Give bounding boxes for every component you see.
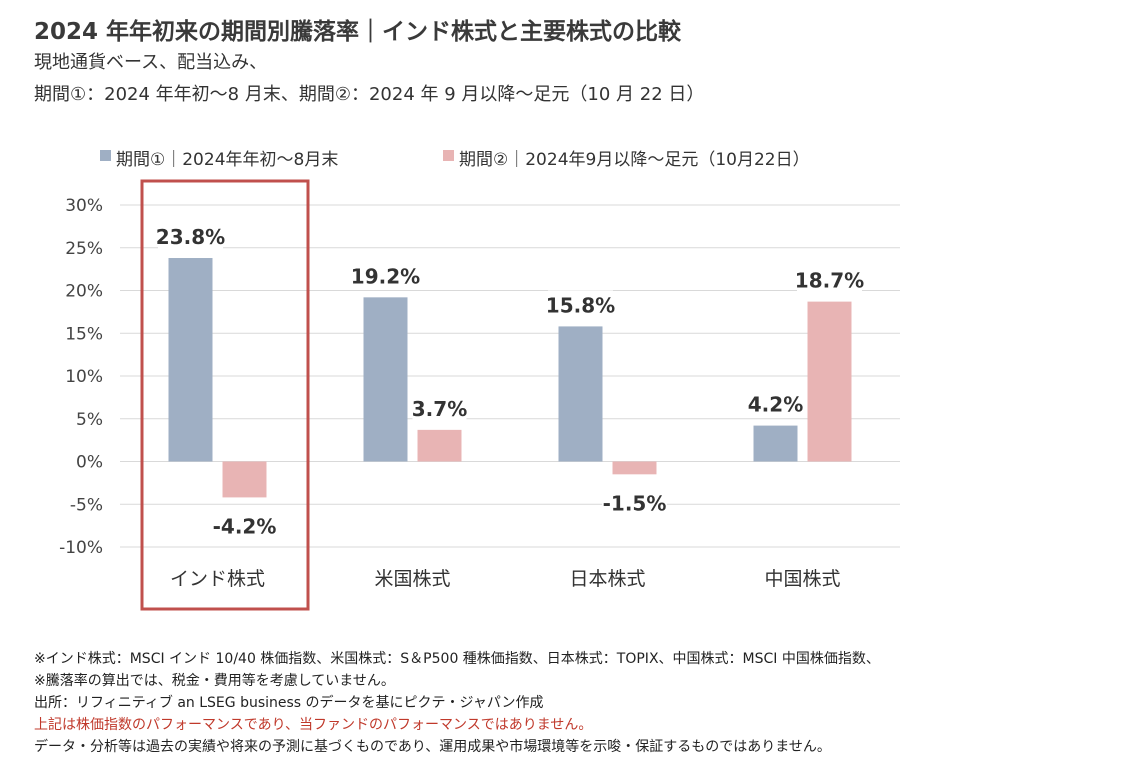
chart-area: 期間①｜2024年年初～8月末 期間②｜2024年9月以降～足元（10月22日） … [59,150,900,611]
data-label-bg [602,488,667,517]
footnote-warning: 上記は株価指数のパフォーマンスであり、当ファンドのパフォーマンスではありません。 [34,717,593,733]
y-tick-label: 30% [65,196,103,216]
footnote-tax-disclaimer: ※騰落率の算出では、税金・費用等を考慮していません。 [34,673,395,689]
bar-1-3 [753,425,798,462]
y-tick-label: -10% [59,538,103,558]
data-label: 18.7% [795,269,864,293]
bar-2-3 [807,301,852,462]
data-label-bg [158,222,223,251]
bar-1-0 [168,258,213,462]
data-label: -4.2% [213,514,277,538]
bar-2-2 [612,461,657,475]
footnote-index-sources: ※インド株式：MSCI インド 10/40 株価指数、米国株式：S＆P500 種… [34,651,880,667]
y-tick-label: -5% [70,495,103,515]
x-axis: インド株式 米国株式 日本株式 中国株式 [170,568,841,590]
footnote-source: 出所：リフィニティブ an LSEG business のデータを基にピクテ・ジ… [34,695,544,711]
chart-legend: 期間①｜2024年年初～8月末 期間②｜2024年9月以降～足元（10月22日） [100,150,810,170]
data-label: 19.2% [351,264,420,288]
x-tick-label: インド株式 [170,568,265,590]
y-tick-label: 15% [65,324,103,344]
data-label-bg [212,511,277,540]
highlight-box [140,179,310,611]
data-label-bg [412,393,467,422]
bar-2-1 [417,429,462,462]
data-label-bg [353,261,418,290]
data-label-bg [548,290,613,319]
bar-2-0 [222,461,267,498]
legend-swatch-2 [443,150,454,161]
x-tick-label: 米国株式 [374,568,450,590]
y-tick-label: 5% [76,410,103,430]
chart-bars: 23.8% -4.2% 19.2% 3.7% 15.8% -1.5% 4.2% 18.7% [156,222,864,540]
data-label-bg [797,265,862,294]
y-tick-label: 0% [76,453,103,473]
y-tick-label: 10% [65,367,103,387]
data-label: 23.8% [156,225,225,249]
y-axis: 30% 25% 20% 15% 10% 5% 0% -5% -10% [59,196,103,558]
highlight-frame [140,179,310,611]
footnote-past-performance: データ・分析等は過去の実績や将来の予測に基づくものであり、運用成果や市場環境等を… [34,739,831,755]
bar-chart: 期間①｜2024年年初～8月末 期間②｜2024年9月以降～足元（10月22日） … [59,150,900,611]
legend-label-2: 期間②｜2024年9月以降～足元（10月22日） [459,150,810,170]
legend-swatch-1 [100,150,111,161]
chart-subtitle-basis: 現地通貨ベース、配当込み、 [34,52,268,73]
chart-subtitle-periods: 期間①：2024 年年初～8 月末、期間②：2024 年 9 月以降～足元（10… [34,84,705,105]
chart-title: 2024 年年初来の期間別騰落率｜インド株式と主要株式の比較 [34,19,682,45]
data-label: 15.8% [546,293,615,317]
x-tick-label: 日本株式 [569,568,645,590]
x-tick-label: 中国株式 [764,568,840,590]
data-label-bg [748,389,803,418]
data-label: -1.5% [603,491,667,515]
footnotes: ※インド株式：MSCI インド 10/40 株価指数、米国株式：S＆P500 種… [34,648,880,758]
data-label: 4.2% [748,393,803,417]
bar-1-1 [363,297,408,462]
bar-1-2 [558,326,603,462]
y-tick-label: 20% [65,282,103,302]
y-tick-label: 25% [65,239,103,259]
data-label: 3.7% [412,397,467,421]
legend-label-1: 期間①｜2024年年初～8月末 [116,150,338,170]
